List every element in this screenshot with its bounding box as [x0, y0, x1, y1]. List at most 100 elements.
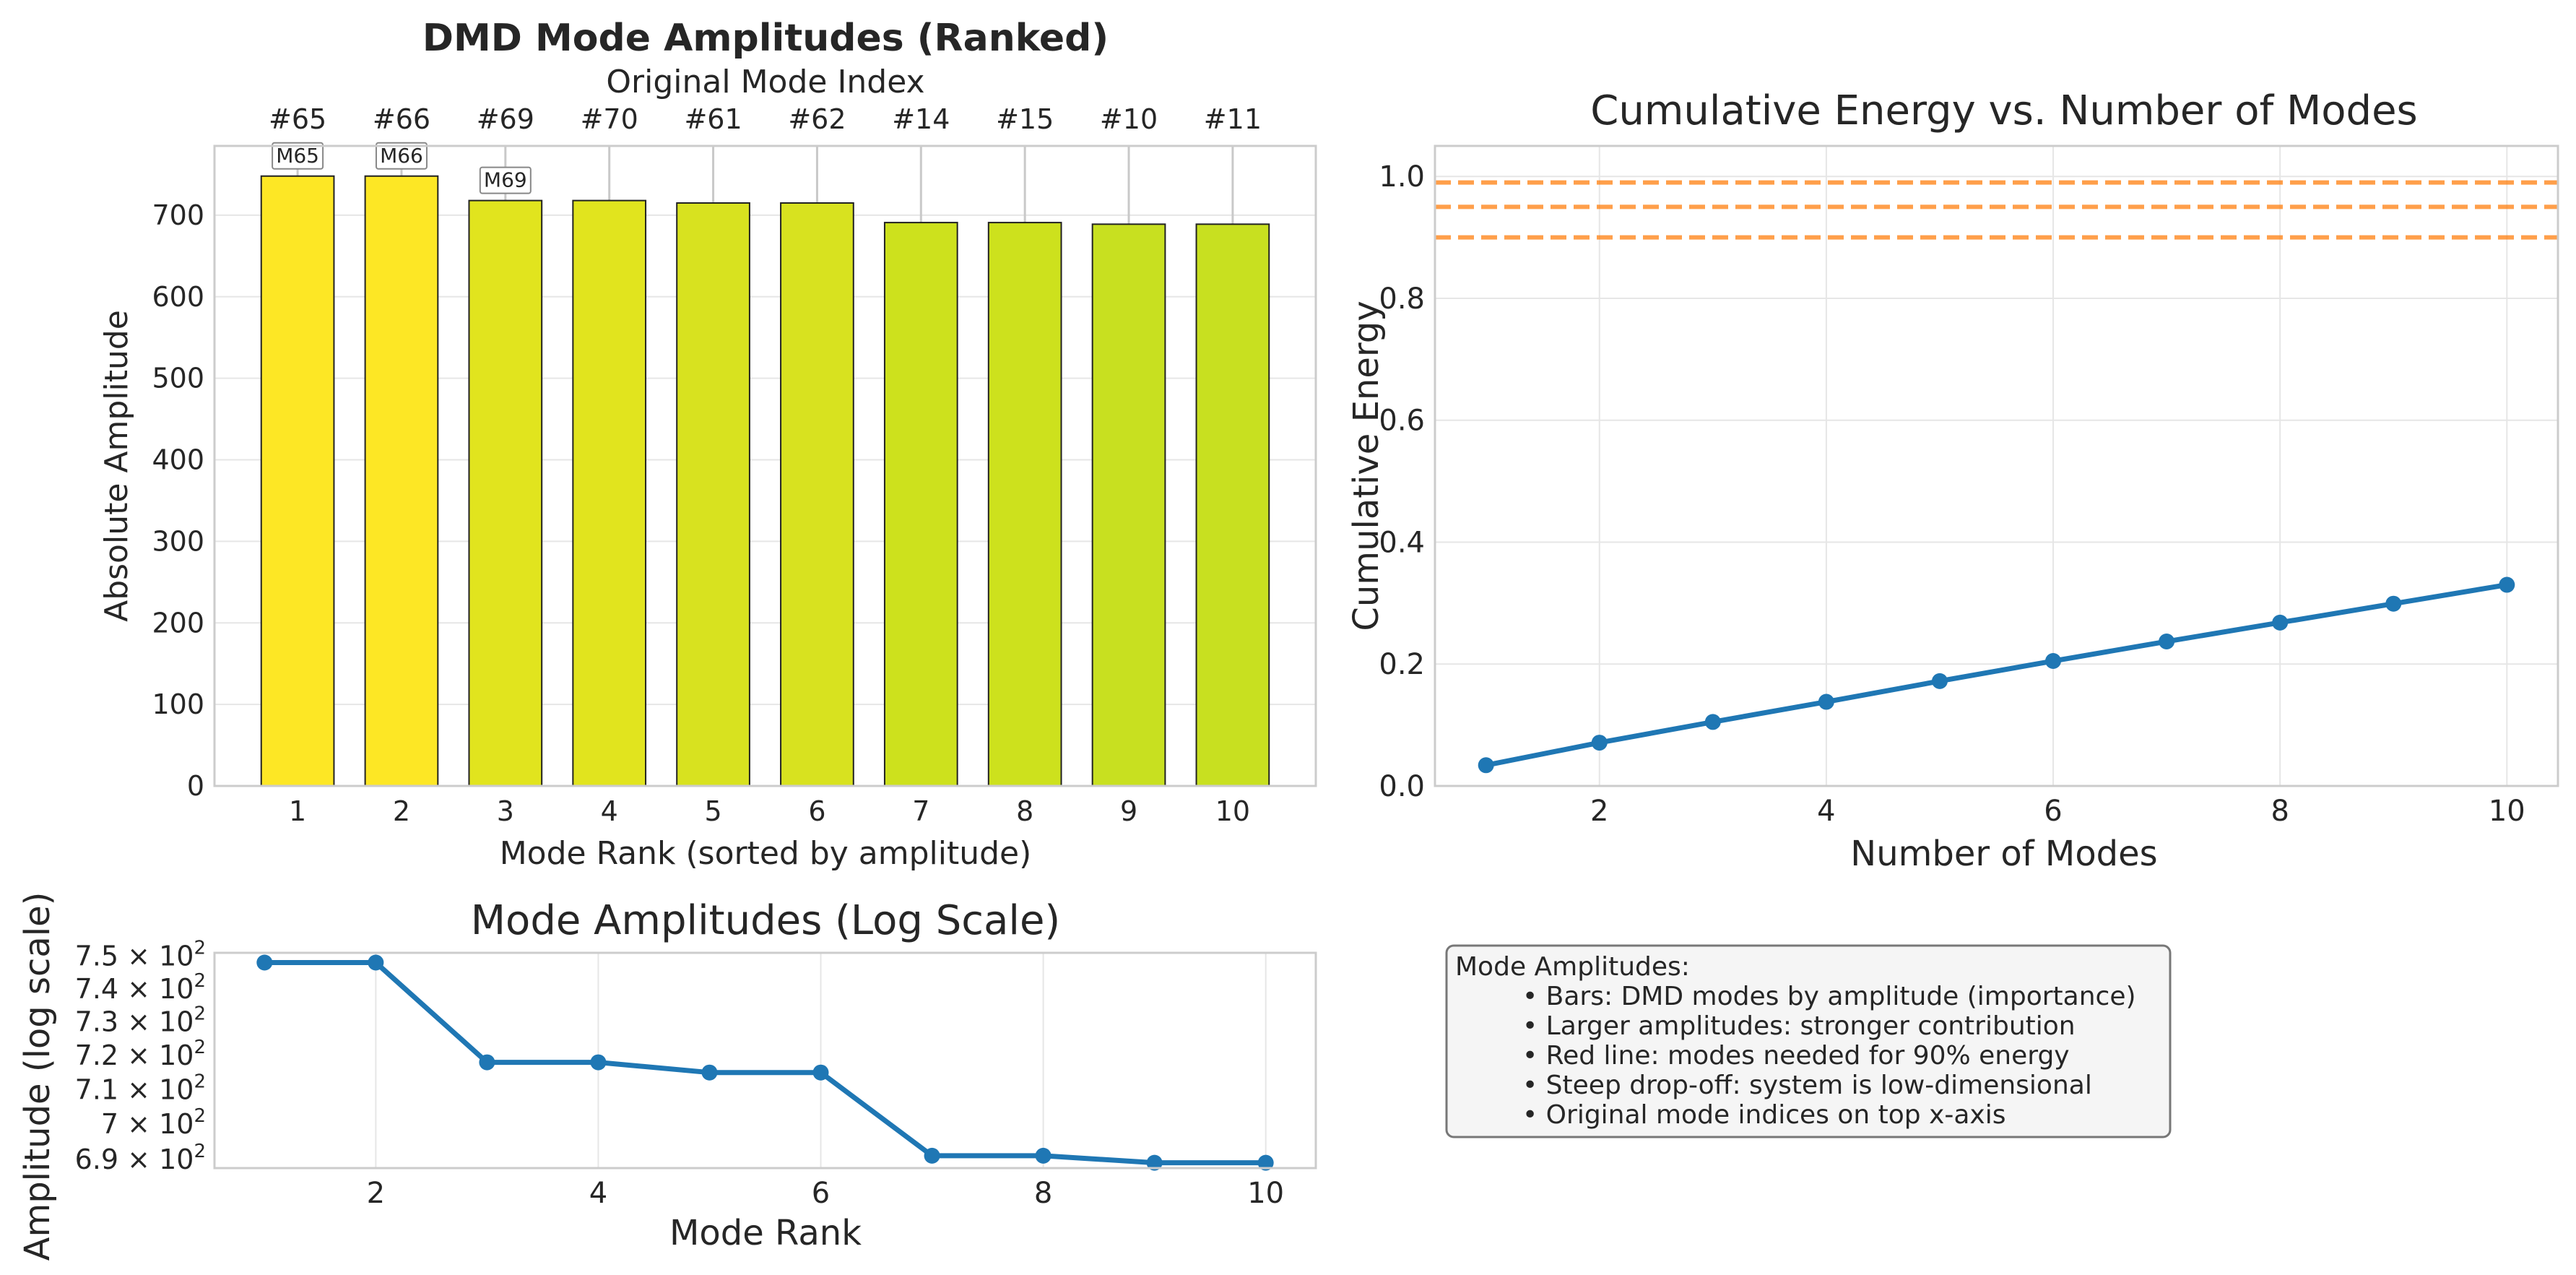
- bar-chart-x-tick-label: 2: [393, 795, 410, 827]
- cumulative-x-tick-label: 2: [1590, 795, 1608, 828]
- log-x-tick-label: 6: [812, 1177, 830, 1210]
- info-box-line: • Red line: modes needed for 90% energy: [1522, 1041, 2070, 1071]
- cumulative-y-tick-label: 0.4: [1379, 526, 1425, 559]
- bar: [260, 175, 335, 787]
- log-y-tick-label: 7.3 × 102: [75, 1003, 206, 1038]
- log-chart-plot-frame: [213, 951, 1317, 1170]
- bar: [780, 202, 854, 787]
- bar: [676, 202, 750, 787]
- bar-chart-y-tick-label: 500: [152, 363, 204, 394]
- bar-chart-x-tick-label: 1: [289, 795, 306, 827]
- bar-chart-title: DMD Mode Amplitudes (Ranked): [422, 17, 1109, 60]
- log-y-tick-label: 7.1 × 102: [75, 1071, 206, 1105]
- cumulative-x-tick-label: 10: [2489, 795, 2525, 828]
- bar-annotation-box: [479, 166, 532, 194]
- bar-chart-y-axis-label: Absolute Amplitude: [98, 310, 135, 622]
- info-box-line: • Steep drop-off: system is low-dimensio…: [1522, 1071, 2092, 1100]
- log-amplitude-point: [812, 1064, 829, 1081]
- cumulative-energy-point: [1478, 757, 1494, 774]
- log-chart-y-axis-label: Amplitude (log scale): [17, 892, 58, 1261]
- log-x-tick-label: 8: [1034, 1177, 1052, 1210]
- cumulative-x-tick-label: 4: [1817, 795, 1835, 828]
- log-amplitude-point: [1035, 1147, 1051, 1164]
- bar: [1091, 223, 1166, 787]
- bar-annotation-box: [375, 142, 428, 170]
- bar: [1195, 223, 1270, 787]
- log-x-tick-label: 10: [1247, 1177, 1284, 1210]
- cumulative-y-tick-label: 1.0: [1379, 160, 1425, 194]
- log-amplitude-point: [1257, 1154, 1274, 1171]
- cumulative-energy-point: [2499, 576, 2515, 593]
- bar-chart-top-tick-label: #65: [269, 103, 326, 135]
- bar-chart-x-tick-label: 9: [1120, 795, 1137, 827]
- log-y-tick-label: 6.9 × 102: [75, 1141, 206, 1175]
- legend-info-box: Mode Amplitudes: • Bars: DMD modes by am…: [1445, 944, 2172, 1138]
- log-amplitude-panel: Mode Amplitudes (Log Scale) Mode Rank Am…: [17, 892, 1317, 1261]
- cumulative-energy-point: [2045, 653, 2062, 670]
- bar-chart-x-tick-label: 5: [704, 795, 721, 827]
- bar-chart-y-tick-label: 300: [152, 525, 204, 557]
- log-chart-x-axis-label: Mode Rank: [669, 1213, 862, 1253]
- log-y-tick-label: 7.5 × 102: [75, 937, 206, 972]
- cumulative-y-tick-label: 0.6: [1379, 405, 1425, 438]
- bar-chart-y-tick-label: 100: [152, 688, 204, 720]
- bar-chart-y-tick-label: 400: [152, 444, 204, 476]
- bar-chart-top-tick-label: #11: [1204, 103, 1262, 135]
- bar-chart-y-tick-label: 200: [152, 607, 204, 639]
- log-y-tick-label: 7.2 × 102: [75, 1037, 206, 1071]
- cumulative-energy-panel: Cumulative Energy vs. Number of Modes Nu…: [1346, 87, 2559, 874]
- bar-annotation-label: M69: [484, 168, 527, 192]
- bar-chart-top-tick-label: #62: [788, 103, 846, 135]
- bar-chart-x-tick-label: 7: [912, 795, 929, 827]
- log-y-tick-label: 7.4 × 102: [75, 970, 206, 1005]
- bar-chart-x-tick-label: 4: [601, 795, 618, 827]
- bar: [468, 199, 543, 787]
- log-amplitude-point: [368, 954, 384, 971]
- log-x-tick-label: 2: [367, 1177, 385, 1210]
- bar-chart-plot-frame: [213, 144, 1317, 787]
- cumulative-x-tick-label: 6: [2044, 795, 2062, 828]
- log-amplitude-point: [256, 954, 273, 971]
- bar-chart-x-tick-label: 6: [808, 795, 825, 827]
- cumulative-chart-x-axis-label: Number of Modes: [1850, 834, 2157, 874]
- cumulative-energy-point: [1591, 735, 1608, 751]
- cumulative-y-tick-label: 0.2: [1379, 648, 1425, 681]
- bar-annotation-box: [272, 142, 324, 170]
- bar: [364, 175, 439, 787]
- info-box-line: • Bars: DMD modes by amplitude (importan…: [1522, 982, 2136, 1011]
- bar: [987, 222, 1062, 787]
- info-box-frame: [1445, 944, 2172, 1138]
- cumulative-chart-plot-frame: [1434, 144, 2559, 787]
- cumulative-energy-point: [1704, 714, 1721, 730]
- cumulative-y-tick-label: 0.8: [1379, 282, 1425, 316]
- cumulative-energy-point: [1818, 693, 1834, 710]
- cumulative-energy-point: [1931, 673, 1948, 689]
- bar-chart-x-axis-label: Mode Rank (sorted by amplitude): [500, 835, 1032, 872]
- log-amplitude-line: [264, 960, 1266, 1166]
- bar-chart-y-tick-label: 700: [152, 199, 204, 231]
- cumulative-chart-title: Cumulative Energy vs. Number of Modes: [1590, 87, 2417, 134]
- cumulative-energy-point: [2159, 634, 2175, 650]
- log-amplitude-point: [1146, 1154, 1163, 1171]
- bar-chart-top-axis-label: Original Mode Index: [606, 64, 924, 100]
- log-chart-title: Mode Amplitudes (Log Scale): [471, 897, 1061, 944]
- cumulative-y-tick-label: 0.0: [1379, 770, 1425, 803]
- bar-chart-top-tick-label: #66: [373, 103, 430, 135]
- bar-chart-x-tick-label: 8: [1016, 795, 1033, 827]
- bar-chart-x-tick-label: 10: [1215, 795, 1250, 827]
- log-amplitude-point: [590, 1054, 607, 1071]
- bar-chart-y-tick-label: 600: [152, 281, 204, 313]
- bar-chart-top-tick-label: #15: [996, 103, 1054, 135]
- bar: [883, 222, 958, 787]
- bar-chart-panel: DMD Mode Amplitudes (Ranked) Original Mo…: [98, 17, 1317, 872]
- bar-chart-top-tick-label: #70: [581, 103, 638, 135]
- log-amplitude-point: [924, 1147, 940, 1164]
- cumulative-x-tick-label: 8: [2271, 795, 2289, 828]
- bar-chart-top-tick-label: #69: [477, 103, 534, 135]
- log-amplitude-point: [479, 1054, 495, 1071]
- log-x-tick-label: 4: [589, 1177, 607, 1210]
- info-box-line: • Original mode indices on top x-axis: [1522, 1100, 2005, 1130]
- cumulative-energy-line: [1485, 582, 2507, 768]
- bar: [572, 199, 647, 787]
